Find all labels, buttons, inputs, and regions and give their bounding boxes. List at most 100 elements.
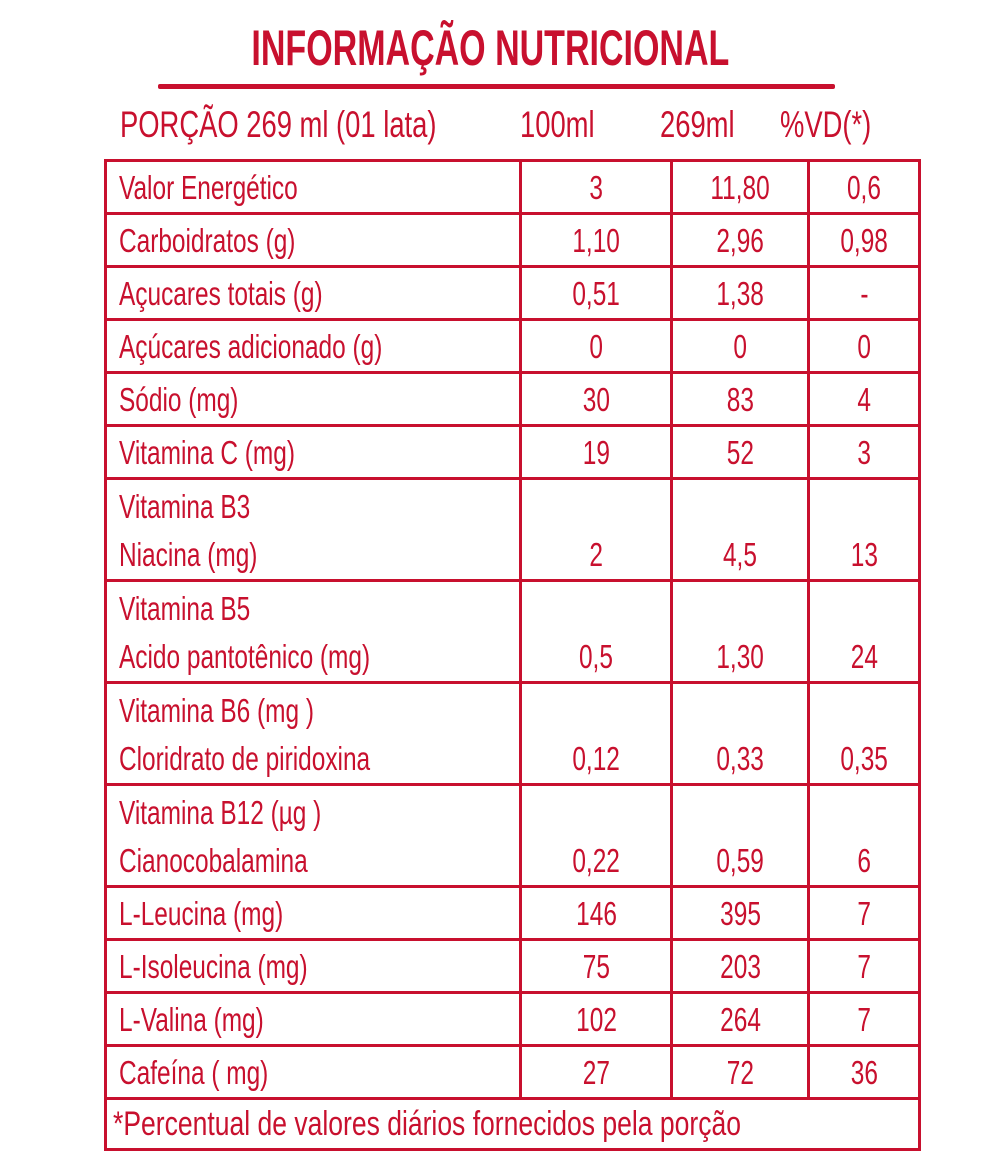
table-row: Açucares totais (g) 0,51 1,38 - (103, 265, 922, 321)
value-text: 72 (726, 1054, 754, 1091)
value-text: 102 (575, 1001, 617, 1038)
value-text: 52 (726, 434, 754, 471)
table-row: Vitamina B3 Niacina (mg) 2 4,5 13 (103, 477, 922, 582)
value-vd: 0,35 (807, 681, 922, 786)
table-row: Vitamina B6 (mg ) Cloridrato de piridoxin… (103, 681, 922, 786)
value-v100: 146 (519, 885, 674, 941)
value-v269: 203 (670, 938, 811, 994)
nutrient-label-line: Açúcares adicionado (g) (119, 328, 383, 365)
nutrient-label: Carboidratos (g) (103, 212, 523, 268)
column-header-100ml: 100ml (520, 100, 621, 150)
value-vd: 4 (807, 371, 922, 427)
value-text: 1,10 (572, 222, 621, 259)
value-v269: 11,80 (670, 159, 811, 215)
value-text: 7 (857, 1001, 871, 1038)
nutrient-label-line: Valor Energético (119, 169, 298, 206)
nutrition-table: Valor Energético 3 11,80 0,6 Carboidratos (g… (103, 159, 922, 1151)
nutrient-label-line: Vitamina B5 (119, 590, 251, 627)
value-v269: 1,38 (670, 265, 811, 321)
value-v269: 264 (670, 991, 811, 1047)
nutrient-label: L-Isoleucina (mg) (103, 938, 523, 994)
value-text: 0,6 (847, 169, 882, 206)
footnote-text: *Percentual de valores diários fornecido… (113, 1105, 742, 1143)
portion-header: PORÇÃO 269 ml (01 lata) (120, 100, 548, 150)
nutrient-label-line: Vitamina B3 (119, 488, 251, 525)
value-text: 36 (850, 1054, 878, 1091)
col-100ml-text: 100ml (520, 104, 595, 145)
value-text: 0 (857, 328, 871, 365)
value-text: 146 (575, 895, 617, 932)
value-text: 2 (589, 536, 604, 573)
nutrient-label-line: Niacina (mg) (119, 536, 258, 573)
value-text: 0,35 (840, 740, 888, 777)
value-text: 0,59 (716, 842, 764, 879)
value-text: 75 (582, 948, 610, 985)
value-text: 0 (589, 328, 604, 365)
value-v269: 1,30 (670, 579, 811, 684)
value-v100: 19 (519, 424, 674, 480)
table-row: L-Isoleucina (mg) 75 203 7 (103, 938, 922, 994)
value-vd: 0 (807, 318, 922, 374)
table-row: L-Valina (mg) 102 264 7 (103, 991, 922, 1047)
value-v100: 0,51 (519, 265, 674, 321)
table-row: Carboidratos (g) 1,10 2,96 0,98 (103, 212, 922, 268)
value-text: 11,80 (710, 169, 770, 206)
value-text: 395 (719, 895, 761, 932)
nutrient-label-line: Cloridrato de piridoxina (119, 740, 371, 777)
nutrient-label: Vitamina C (mg) (103, 424, 523, 480)
value-text: 0,22 (572, 842, 621, 879)
value-vd: 0,6 (807, 159, 922, 215)
column-header-269ml: 269ml (660, 100, 761, 150)
nutrient-label-line: L-Leucina (mg) (119, 895, 284, 932)
nutrient-label: Açúcares adicionado (g) (103, 318, 523, 374)
value-text: 1,30 (716, 638, 764, 675)
nutrient-label: Cafeína ( mg) (103, 1044, 523, 1100)
value-v100: 3 (519, 159, 674, 215)
table-row: Vitamina B5 Acido pantotênico (mg) 0,5 1,30… (103, 579, 922, 684)
value-vd: - (807, 265, 922, 321)
nutrient-label-line: Acido pantotênico (mg) (119, 638, 371, 675)
footnote: *Percentual de valores diários fornecido… (103, 1097, 922, 1151)
nutrient-label-line: Açucares totais (g) (119, 275, 323, 312)
nutrient-label-line: Cianocobalamina (119, 842, 308, 879)
value-text: 3 (857, 434, 871, 471)
value-text: 0,98 (840, 222, 888, 259)
title-text: INFORMAÇÃO NUTRICIONAL (251, 20, 730, 76)
value-vd: 6 (807, 783, 922, 888)
nutrient-label-line: L-Isoleucina (mg) (119, 948, 308, 985)
table-row: Cafeína ( mg) 27 72 36 (103, 1044, 922, 1100)
nutrient-label: L-Valina (mg) (103, 991, 523, 1047)
table-row: Açúcares adicionado (g) 0 0 0 (103, 318, 922, 374)
value-vd: 36 (807, 1044, 922, 1100)
value-text: 19 (582, 434, 610, 471)
value-text: 203 (719, 948, 761, 985)
value-vd: 24 (807, 579, 922, 684)
value-v269: 0 (670, 318, 811, 374)
value-v269: 395 (670, 885, 811, 941)
value-v100: 0,12 (519, 681, 674, 786)
nutrient-label-line: L-Valina (mg) (119, 1001, 264, 1038)
table-row: Vitamina B12 (µg ) Cianocobalamina 0,22 0,5… (103, 783, 922, 888)
value-text: 4 (857, 381, 871, 418)
table-row: Valor Energético 3 11,80 0,6 (103, 159, 922, 215)
nutrient-label-line: Sódio (mg) (119, 381, 239, 418)
value-text: 264 (719, 1001, 761, 1038)
value-text: - (860, 275, 869, 312)
value-text: 24 (850, 638, 878, 675)
value-text: 4,5 (723, 536, 758, 573)
value-v100: 0,5 (519, 579, 674, 684)
value-v100: 75 (519, 938, 674, 994)
value-text: 30 (582, 381, 610, 418)
portion-text: PORÇÃO 269 ml (01 lata) (120, 104, 437, 145)
value-text: 0,33 (716, 740, 764, 777)
value-v100: 1,10 (519, 212, 674, 268)
value-v100: 102 (519, 991, 674, 1047)
value-vd: 7 (807, 991, 922, 1047)
value-text: 0,5 (579, 638, 614, 675)
title-underline (158, 84, 835, 89)
col-269ml-text: 269ml (660, 104, 735, 145)
value-text: 2,96 (716, 222, 764, 259)
value-v269: 0,59 (670, 783, 811, 888)
value-v269: 2,96 (670, 212, 811, 268)
nutrient-label-line: Vitamina B6 (mg ) (119, 692, 314, 729)
